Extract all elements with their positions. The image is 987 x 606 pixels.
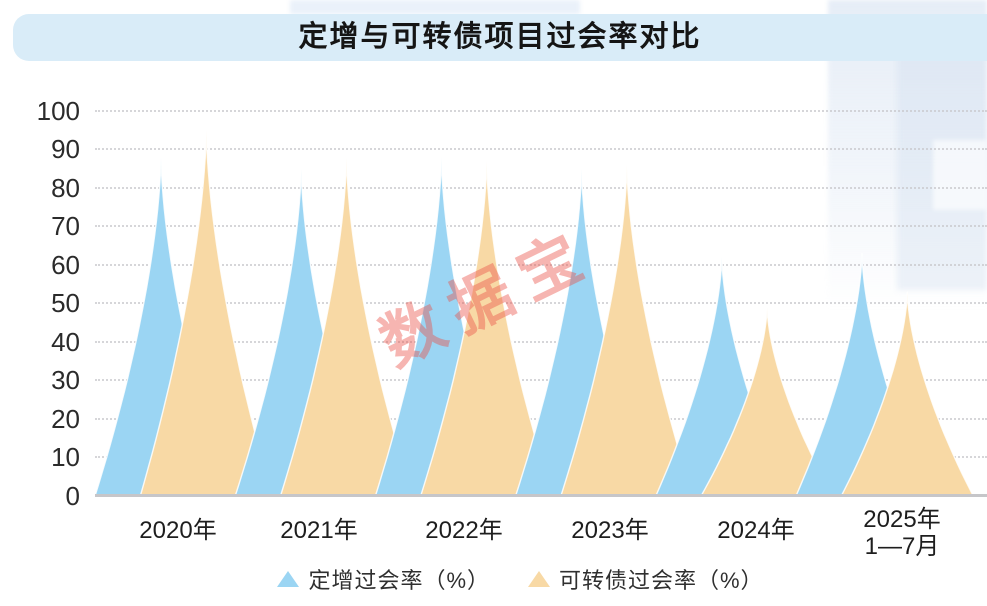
page-title: 定增与可转债项目过会率对比 — [298, 21, 702, 53]
x-axis-line — [95, 494, 987, 497]
y-tick-label-90: 90 — [51, 134, 80, 165]
x-tick-label-2020年: 2020年 — [139, 517, 217, 544]
blue-triangle-icon — [277, 571, 300, 587]
x-tick-label-2021年: 2021年 — [280, 517, 358, 544]
y-tick-label-0: 0 — [65, 481, 80, 511]
gridline-30 — [95, 379, 987, 382]
legend-label: 定增过会率（%） — [308, 568, 490, 593]
gridline-80 — [95, 186, 987, 189]
y-tick-label-100: 100 — [36, 95, 80, 126]
orange-triangle-icon — [528, 571, 550, 587]
chart-legend: 定增过会率（%） 可转债过会率（%） — [27, 563, 987, 595]
y-tick-label-30: 30 — [51, 365, 80, 396]
x-tick-label-2023年: 2023年 — [571, 517, 649, 544]
y-tick-label-10: 10 — [51, 442, 80, 473]
y-tick-label-20: 20 — [51, 403, 80, 434]
x-tick-label-2024年: 2024年 — [717, 517, 795, 544]
title-banner: 定增与可转债项目过会率对比 — [13, 14, 987, 61]
area-spike-2023年-orange — [559, 164, 694, 497]
gridline-40 — [95, 340, 987, 343]
gridline-50 — [95, 302, 987, 305]
area-spike-2020年-orange — [139, 129, 274, 497]
y-tick-label-80: 80 — [51, 172, 80, 203]
gridline-90 — [95, 148, 987, 151]
legend-item-private-placement: 定增过会率（%） — [277, 563, 490, 595]
gridline-70 — [95, 225, 987, 228]
legend-item-convertible-bond: 可转债过会率（%） — [528, 563, 764, 595]
y-tick-label-70: 70 — [51, 211, 80, 242]
y-tick-label-60: 60 — [51, 249, 80, 280]
area-spike-2025年-orange — [840, 291, 975, 497]
legend-label: 可转债过会率（%） — [559, 568, 764, 593]
y-tick-label-40: 40 — [51, 326, 80, 357]
gridline-100 — [95, 109, 987, 112]
gridline-60 — [95, 263, 987, 266]
x-tick-label-2022年: 2022年 — [425, 517, 503, 544]
area-spike-2024年-orange — [699, 307, 835, 497]
y-tick-label-50: 50 — [51, 288, 80, 319]
x-tick-label-2025年: 2025年 1—7月 — [863, 506, 941, 560]
area-spike-2021年-orange — [279, 156, 414, 497]
area-spike-2022年-orange — [419, 160, 554, 497]
